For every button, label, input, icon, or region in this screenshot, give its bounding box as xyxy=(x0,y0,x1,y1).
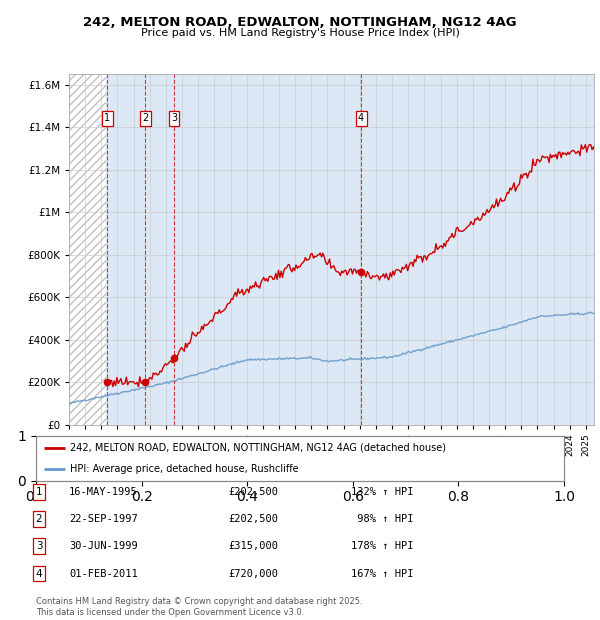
Text: 3: 3 xyxy=(171,113,177,123)
Text: 132% ↑ HPI: 132% ↑ HPI xyxy=(351,487,413,497)
Text: £202,500: £202,500 xyxy=(228,514,278,524)
Text: 3: 3 xyxy=(35,541,43,551)
Text: 178% ↑ HPI: 178% ↑ HPI xyxy=(351,541,413,551)
Text: 242, MELTON ROAD, EDWALTON, NOTTINGHAM, NG12 4AG (detached house): 242, MELTON ROAD, EDWALTON, NOTTINGHAM, … xyxy=(70,443,446,453)
Text: 01-FEB-2011: 01-FEB-2011 xyxy=(69,569,138,578)
Text: £720,000: £720,000 xyxy=(228,569,278,578)
Text: 1: 1 xyxy=(104,113,110,123)
Text: 2: 2 xyxy=(35,514,43,524)
Text: 242, MELTON ROAD, EDWALTON, NOTTINGHAM, NG12 4AG: 242, MELTON ROAD, EDWALTON, NOTTINGHAM, … xyxy=(83,16,517,29)
Text: 4: 4 xyxy=(35,569,43,578)
Text: HPI: Average price, detached house, Rushcliffe: HPI: Average price, detached house, Rush… xyxy=(70,464,299,474)
Text: 167% ↑ HPI: 167% ↑ HPI xyxy=(351,569,413,578)
Text: 98% ↑ HPI: 98% ↑ HPI xyxy=(351,514,413,524)
Text: 1: 1 xyxy=(35,487,43,497)
Text: Price paid vs. HM Land Registry's House Price Index (HPI): Price paid vs. HM Land Registry's House … xyxy=(140,28,460,38)
Text: £202,500: £202,500 xyxy=(228,487,278,497)
Bar xyxy=(69,74,106,425)
Text: 22-SEP-1997: 22-SEP-1997 xyxy=(69,514,138,524)
Text: 16-MAY-1995: 16-MAY-1995 xyxy=(69,487,138,497)
Text: 30-JUN-1999: 30-JUN-1999 xyxy=(69,541,138,551)
Text: Contains HM Land Registry data © Crown copyright and database right 2025.
This d: Contains HM Land Registry data © Crown c… xyxy=(36,598,362,617)
Text: 2: 2 xyxy=(142,113,148,123)
Text: 4: 4 xyxy=(358,113,364,123)
Text: £315,000: £315,000 xyxy=(228,541,278,551)
